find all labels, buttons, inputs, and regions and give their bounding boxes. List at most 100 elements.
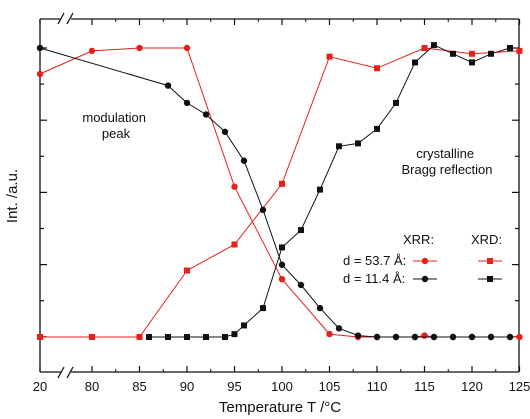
legend-header-xrr: XRR: (403, 232, 434, 247)
series-2-point (202, 111, 210, 118)
legend-label-red: d = 53.7 Å: (343, 253, 406, 268)
series-0-point (36, 70, 44, 78)
series-2-point (354, 332, 362, 339)
series-0-point (88, 47, 96, 55)
axis-ticks (39, 19, 521, 372)
series-3-point (355, 140, 361, 147)
annotation-crystalline-bragg: crystalline Bragg reflection (401, 146, 492, 177)
series-1-point (37, 334, 43, 340)
series-3-line (149, 44, 511, 338)
legend-xrr-marker-1 (421, 275, 429, 283)
annotation-crystalline-bragg-line-2: Bragg reflection (401, 162, 492, 177)
series-0-point (136, 44, 143, 52)
series-2-point (506, 333, 514, 341)
series-3-point (431, 42, 437, 49)
series-2-point (221, 128, 229, 136)
series-3-point (412, 59, 418, 66)
series-3-point (298, 227, 304, 234)
series-3-point (374, 125, 380, 132)
series-3-point (184, 334, 190, 340)
series-1-point (136, 334, 143, 340)
series-2-point (259, 206, 267, 214)
series-3-point (336, 143, 342, 150)
series-0-point (231, 183, 238, 190)
series-0-point (183, 44, 191, 52)
series-2-point (36, 44, 44, 52)
series-3-point (317, 186, 323, 193)
series-2-point (335, 325, 343, 332)
series-2-point (449, 333, 457, 341)
series-2-point (487, 333, 495, 341)
series-0-point (421, 332, 428, 339)
series-1-point (279, 180, 285, 187)
legend-xrd-marker-1 (487, 276, 493, 282)
series-2-point (278, 261, 286, 268)
series-2-point (392, 333, 400, 341)
series-1-point (421, 45, 428, 51)
series-1-point (374, 65, 380, 72)
x-tick-label-2: 85 (132, 379, 146, 394)
x-tick-label-3: 90 (180, 379, 194, 394)
series-2-point (430, 333, 438, 341)
axis-break-top-1 (57, 12, 65, 25)
series-3-point (450, 50, 456, 57)
series-3-point (488, 50, 494, 57)
series-0-point (278, 276, 286, 283)
series-3-point (469, 59, 475, 66)
legend-markers (413, 257, 502, 283)
series-1-point (516, 47, 523, 54)
x-tick-label-7: 110 (367, 379, 388, 394)
series-3-point (222, 334, 228, 340)
axis-break-marks (57, 12, 74, 379)
axis-break-bottom-1 (57, 366, 65, 379)
series-3-point (241, 322, 247, 329)
x-tick-label-10: 125 (509, 379, 530, 394)
legend: XRR: XRD: d = 53.7 Å: d = 11.4 Å: (343, 232, 502, 286)
x-tick-label-6: 105 (319, 379, 341, 394)
series-3-point (203, 334, 209, 340)
series-3-point (165, 334, 171, 340)
series-1-point (89, 334, 95, 340)
series-1-point (184, 267, 190, 274)
annotation-crystalline-bragg-line-1: crystalline (416, 146, 474, 161)
series-3-point (393, 99, 399, 106)
series-1-point (326, 53, 333, 60)
annotation-modulation-peak: modulation peak (82, 110, 149, 141)
series-0-line (39, 47, 520, 338)
series-2-point (373, 333, 381, 341)
series-1-line (40, 47, 520, 338)
axis-break-top-2 (66, 12, 74, 25)
legend-label-black: d = 11.4 Å: (343, 271, 405, 286)
series-1-point (469, 50, 475, 57)
series-3-point (260, 305, 266, 312)
x-tick-label-5: 100 (271, 379, 293, 394)
series-layer (36, 42, 523, 341)
series-2-point (316, 304, 324, 312)
series-2-point (411, 333, 419, 341)
axis-break-bottom-2 (66, 366, 74, 379)
x-tick-labels: 20 80 85 90 95 100 105 110 115 120 125 (33, 379, 530, 394)
x-tick-label-8: 115 (414, 379, 435, 394)
series-1-point (231, 241, 238, 248)
series-3-point (507, 45, 513, 51)
series-0-point (326, 330, 333, 338)
x-tick-label-9: 120 (461, 379, 483, 394)
series-2-point (297, 281, 305, 289)
legend-header-xrd: XRD: (471, 232, 502, 247)
annotation-modulation-peak-line-2: peak (102, 126, 131, 141)
series-2-point (240, 157, 248, 164)
series-3-point (146, 334, 152, 340)
y-axis-label: Int. /a.u. (4, 169, 21, 223)
legend-xrd-marker-0 (487, 258, 493, 264)
x-tick-label-0: 20 (33, 379, 47, 394)
legend-xrr-marker-0 (421, 257, 429, 265)
series-3-point (231, 331, 238, 338)
plot-frame (39, 18, 520, 373)
x-tick-label-4: 95 (227, 379, 241, 394)
x-tick-label-1: 80 (85, 379, 99, 394)
series-2-point (164, 82, 172, 89)
series-0-point (516, 333, 523, 341)
x-axis-label: Temperature T /°C (219, 399, 341, 416)
series-2-point (183, 99, 191, 107)
